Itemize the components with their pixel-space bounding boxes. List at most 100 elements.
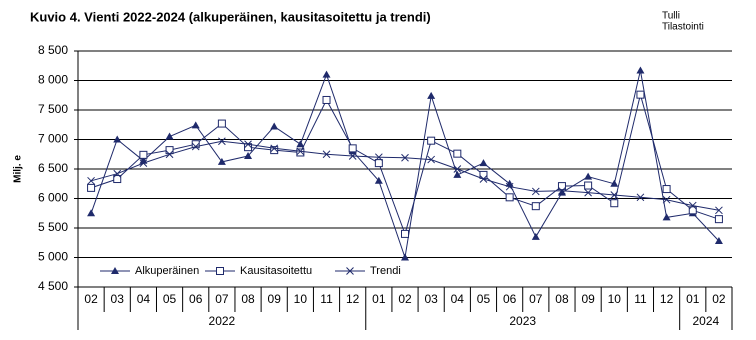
point [453,149,462,158]
x-tick-label: 03 [111,292,125,306]
point [636,66,645,74]
point [374,176,383,184]
point [453,170,462,178]
point [505,193,514,202]
series-line [90,140,719,211]
point [610,179,619,187]
point [479,159,488,167]
point [87,183,96,192]
point [636,193,645,202]
x-tick-label: 08 [241,292,255,306]
legend-label: Trendi [370,265,401,277]
x-tick-label: 05 [477,292,491,306]
point [270,146,279,155]
point [165,146,174,155]
point [557,182,566,191]
legend-label: Alkuperäinen [135,265,199,277]
point [558,186,566,195]
point [584,188,592,197]
point [636,90,645,99]
point [374,153,383,162]
point [505,182,514,191]
point [479,175,488,183]
point [584,181,593,190]
point [715,206,723,215]
x-tick-label: 04 [137,292,151,306]
y-tick-label: 8 500 [38,43,68,57]
point [610,191,619,199]
x-group-label: 2023 [509,314,536,328]
point [714,215,723,224]
point [714,236,723,244]
x-tick-label: 07 [529,292,543,306]
series-line [90,70,720,258]
y-tick-label: 7 500 [38,102,68,116]
point [270,122,279,130]
point [531,187,540,196]
legend-marker [216,267,224,275]
y-tick-label: 8 000 [38,73,68,87]
x-tick-label: 12 [346,292,360,306]
y-tick-label: 6 000 [38,191,68,205]
point [217,157,226,165]
legend-marker [111,267,119,274]
point [87,176,95,185]
point [113,175,122,184]
source: Tilastointi [662,22,704,33]
x-tick-label: 11 [634,292,647,306]
point [270,144,279,153]
x-tick-label: 01 [686,292,700,306]
point [322,95,331,104]
x-tick-label: 06 [189,292,203,306]
point [244,140,252,149]
x-tick-label: 02 [398,292,412,306]
y-tick-label: 7 000 [38,132,68,146]
x-tick-label: 05 [163,292,177,306]
y-tick-label: 4 500 [38,279,68,293]
point [479,170,488,179]
point [662,195,671,204]
point [87,209,96,217]
point [348,152,357,160]
source: Tulli [662,11,680,22]
x-tick-label: 01 [372,292,386,306]
point [688,201,697,210]
point [113,135,122,143]
legend-marker [346,267,354,275]
point [610,199,619,208]
point [244,152,253,160]
point [139,159,148,167]
point [662,213,671,221]
point [374,159,383,168]
point [662,185,671,194]
point [165,150,174,159]
x-tick-label: 06 [503,292,517,306]
x-group-label: 2024 [692,314,719,328]
y-axis-label: Milj. e [13,155,24,183]
x-group-label: 2022 [209,314,236,328]
chart-title: Kuvio 4. Vienti 2022-2024 (alkuperäinen,… [30,9,431,24]
point [191,142,200,151]
point [453,165,462,173]
point [139,150,148,159]
x-tick-label: 11 [320,292,333,306]
point [557,188,566,196]
point [218,137,226,146]
x-tick-label: 12 [660,292,674,306]
y-tick-label: 5 500 [38,220,68,234]
point [531,232,540,240]
point [191,121,200,129]
point [531,202,540,211]
point [113,169,122,178]
point [217,119,226,128]
point [296,147,305,156]
point [401,253,409,261]
point [191,140,200,149]
x-tick-label: 03 [424,292,438,306]
point [427,91,436,99]
x-tick-label: 02 [712,292,726,306]
point [322,150,331,159]
point [401,229,409,238]
